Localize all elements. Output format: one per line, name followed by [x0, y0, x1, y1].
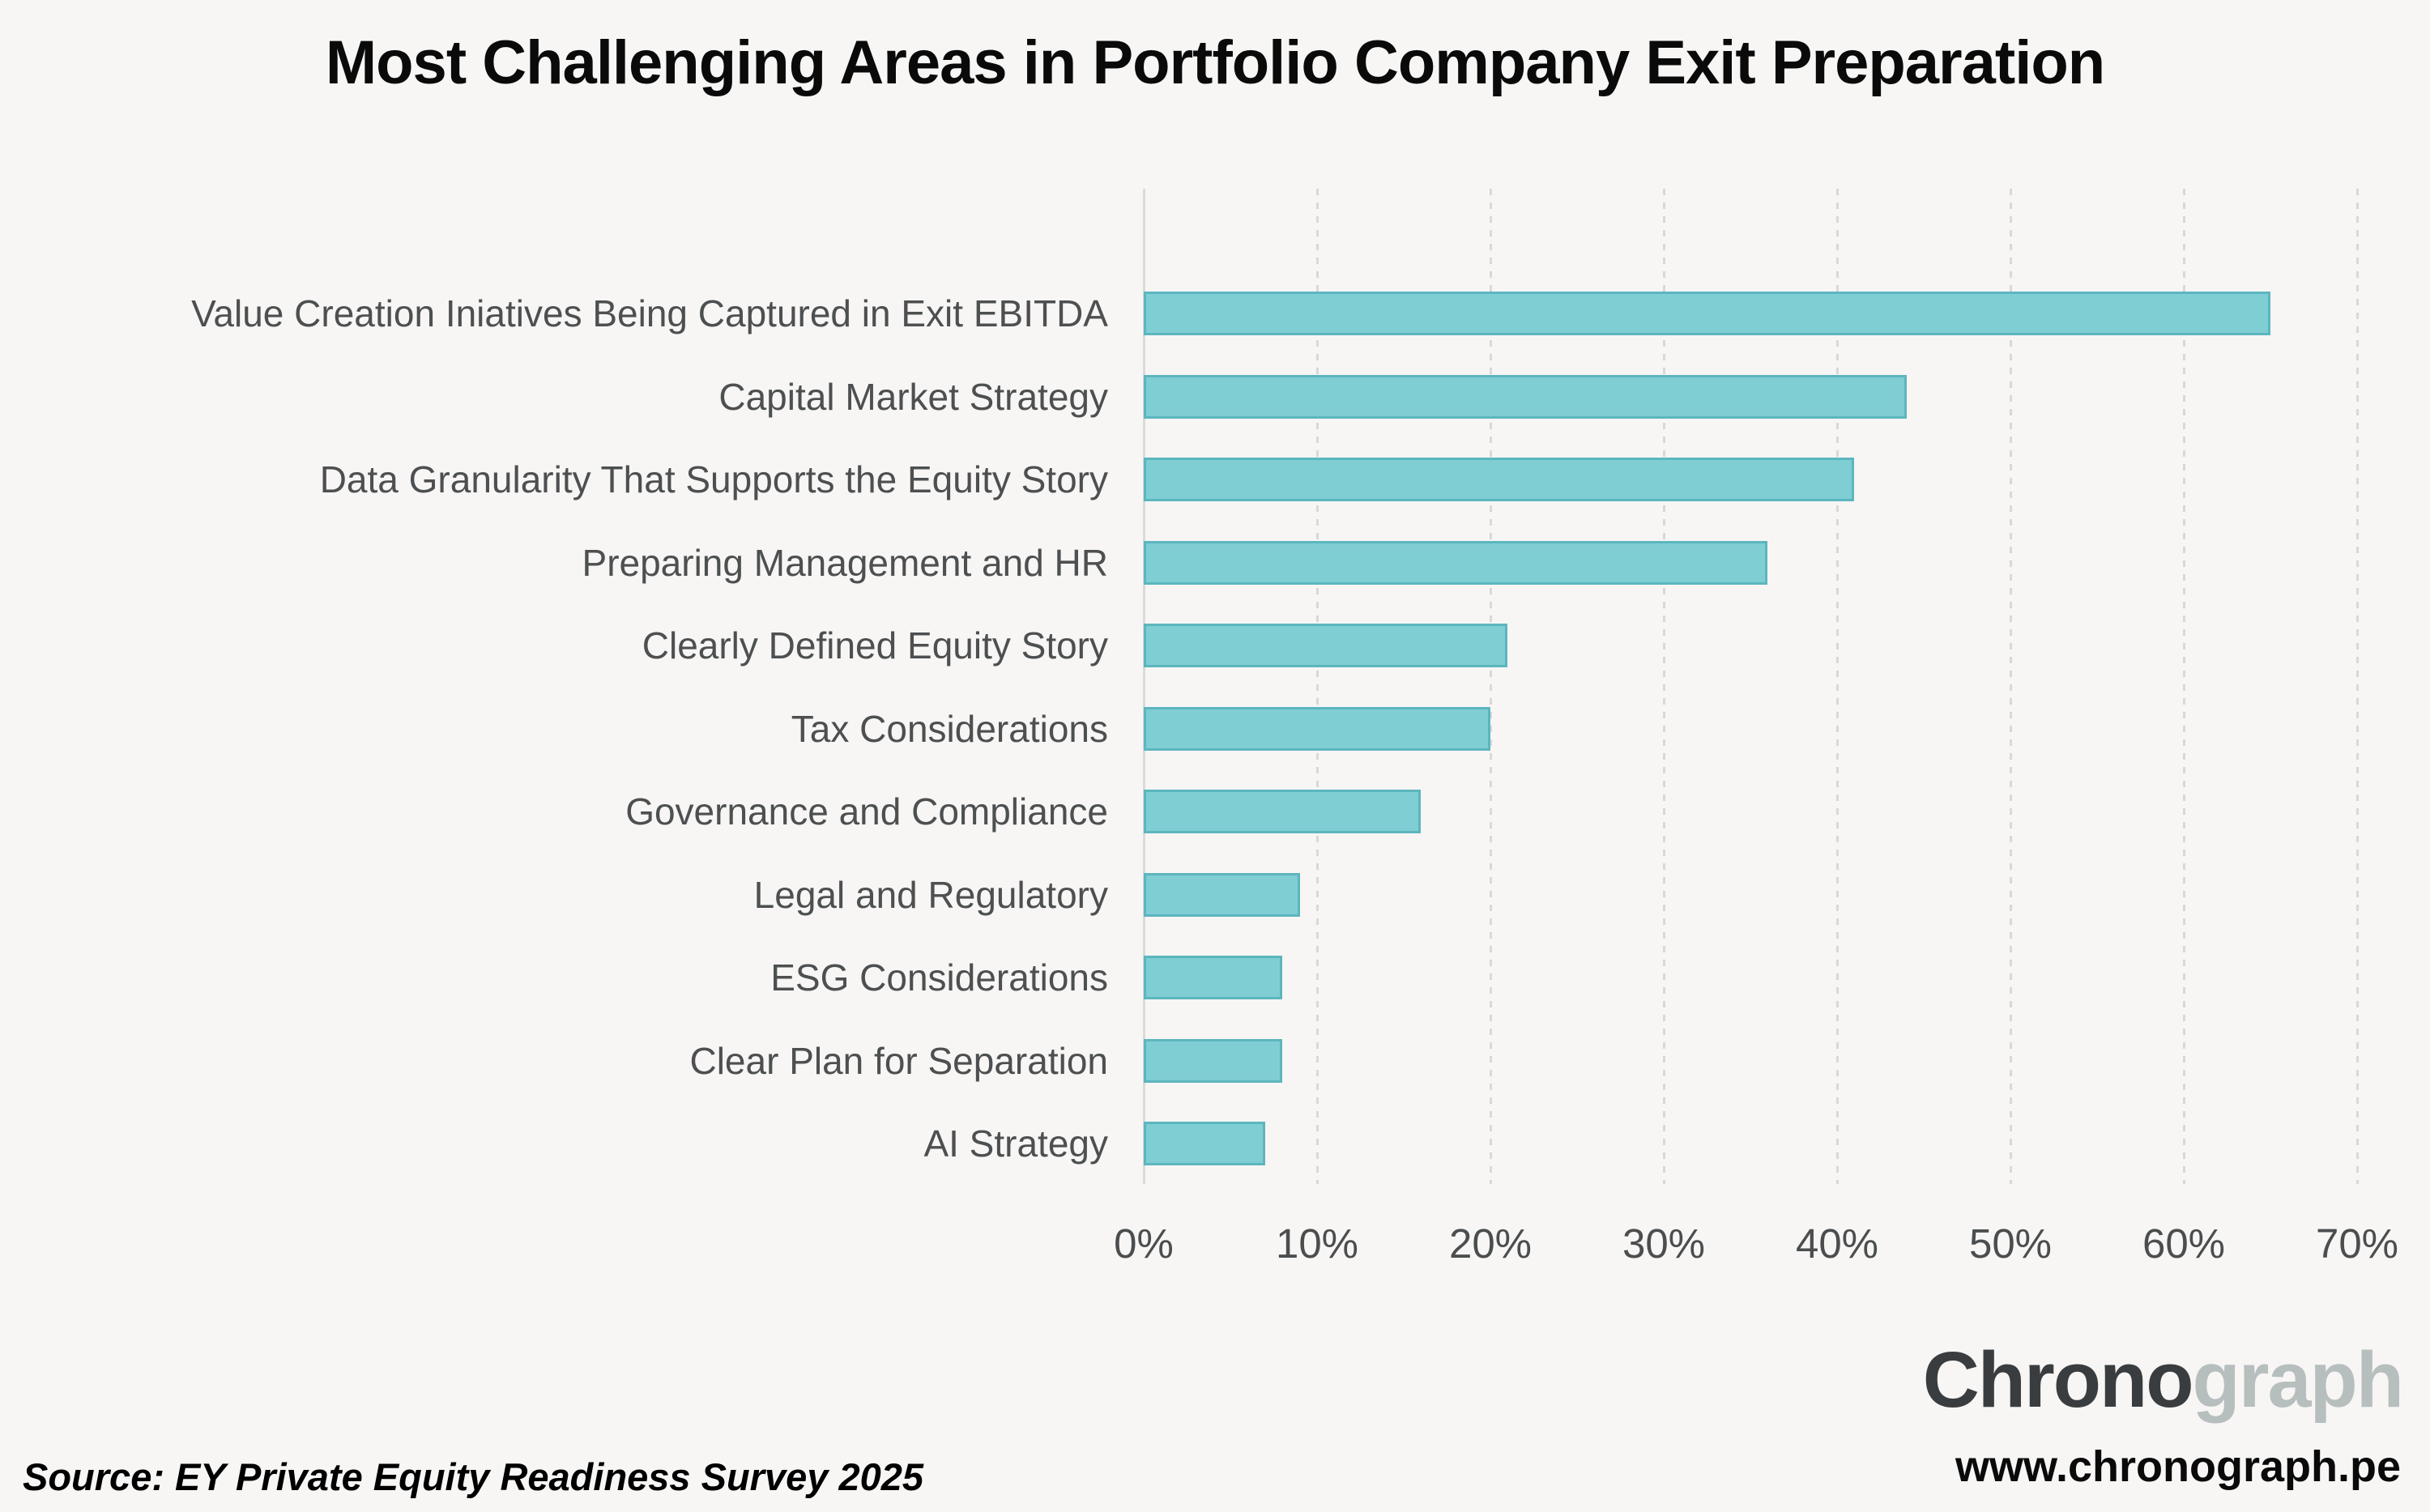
x-tick-label: 10% — [1275, 1220, 1359, 1267]
category-label: Preparing Management and HR — [582, 542, 1108, 584]
category-label: Data Granularity That Supports the Equit… — [319, 458, 1108, 500]
x-tick-label: 20% — [1448, 1220, 1533, 1267]
y-axis-line — [1143, 189, 1145, 1184]
category-label: Capital Market Strategy — [718, 376, 1108, 418]
gridline — [2010, 189, 2012, 1184]
bar — [1144, 790, 1421, 833]
plot-area — [1143, 189, 2359, 1184]
bar — [1144, 292, 2270, 335]
bar — [1144, 458, 1854, 501]
category-labels: Value Creation Iniatives Being Captured … — [0, 189, 1108, 1184]
logo-secondary-text: graph — [2192, 1335, 2404, 1424]
gridline — [1663, 189, 1665, 1184]
gridline — [1316, 189, 1319, 1184]
category-label: AI Strategy — [923, 1122, 1108, 1165]
x-axis: 0% 10% 20% 30% 40% 50% 60% 70% — [1114, 1215, 2398, 1280]
bar — [1144, 624, 1507, 667]
category-label: Governance and Compliance — [625, 790, 1108, 833]
source-note: Source: EY Private Equity Readiness Surv… — [23, 1455, 924, 1498]
category-label: Value Creation Iniatives Being Captured … — [191, 292, 1108, 334]
bar — [1144, 1039, 1282, 1083]
x-tick-label: 70% — [2315, 1220, 2399, 1267]
bar — [1144, 541, 1767, 585]
website-url: www.chronograph.pe — [1955, 1442, 2401, 1491]
bar — [1144, 956, 1282, 999]
x-tick-label: 40% — [1795, 1220, 1879, 1267]
category-label: Clearly Defined Equity Story — [642, 624, 1108, 667]
logo-primary-text: Chrono — [1922, 1335, 2194, 1424]
gridline — [2183, 189, 2185, 1184]
category-label: Legal and Regulatory — [753, 874, 1108, 916]
bar — [1144, 1122, 1265, 1165]
gridline — [1836, 189, 1839, 1184]
x-tick-label: 0% — [1114, 1220, 1174, 1267]
gridline — [2356, 189, 2359, 1184]
bar — [1144, 873, 1300, 917]
x-tick-label: 60% — [2142, 1220, 2226, 1267]
category-label: Clear Plan for Separation — [689, 1040, 1108, 1082]
bar — [1144, 375, 1907, 419]
chart-title: Most Challenging Areas in Portfolio Comp… — [325, 28, 2105, 97]
category-label: Tax Considerations — [791, 708, 1108, 750]
chronograph-logo: Chronograph — [1922, 1335, 2404, 1425]
x-tick-label: 50% — [1968, 1220, 2053, 1267]
category-label: ESG Considerations — [770, 956, 1108, 999]
x-tick-label: 30% — [1622, 1220, 1706, 1267]
gridline — [1490, 189, 1492, 1184]
bar — [1144, 707, 1490, 751]
